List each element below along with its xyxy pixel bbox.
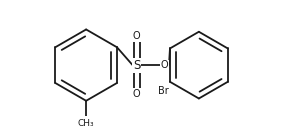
Text: Br: Br [158, 86, 169, 96]
Text: CH₃: CH₃ [78, 119, 94, 128]
Text: O: O [160, 60, 168, 70]
Text: S: S [133, 59, 141, 72]
Text: O: O [133, 31, 141, 41]
Text: O: O [133, 89, 141, 99]
